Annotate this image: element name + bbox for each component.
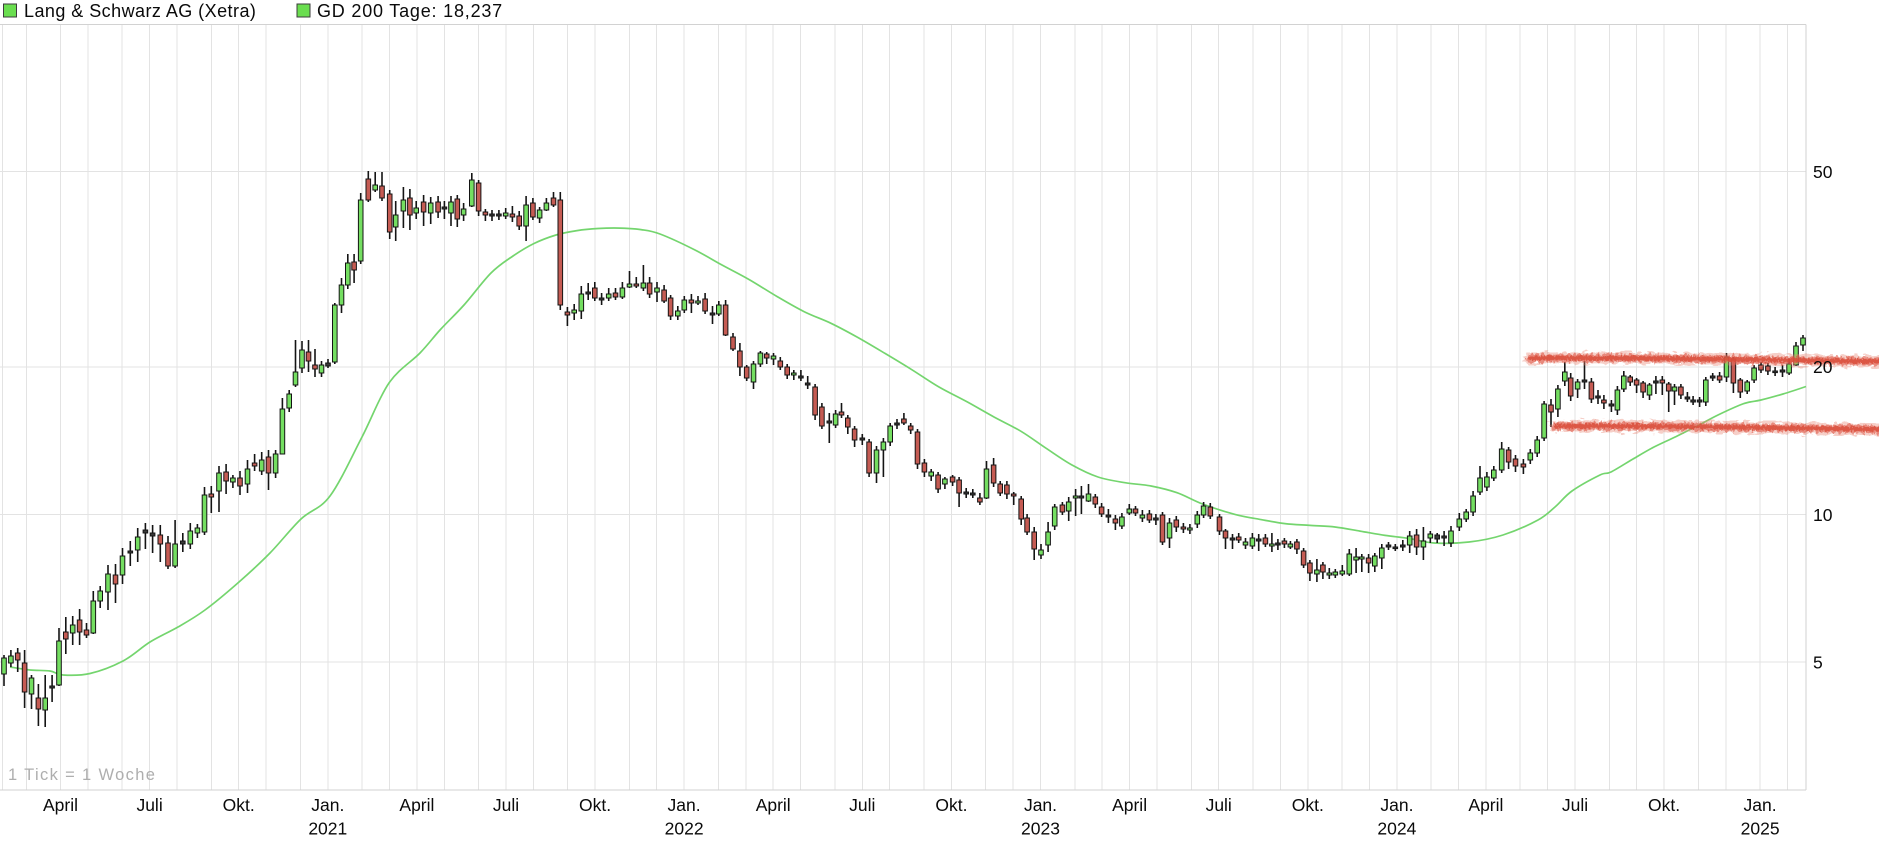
svg-text:GD 200 Tage: 18,237: GD 200 Tage: 18,237	[317, 1, 503, 21]
svg-text:2021: 2021	[308, 819, 347, 839]
svg-text:Jan.: Jan.	[1744, 795, 1777, 815]
svg-text:50: 50	[1813, 162, 1833, 182]
svg-text:Jan.: Jan.	[1380, 795, 1413, 815]
svg-text:April: April	[399, 795, 434, 815]
svg-text:April: April	[43, 795, 78, 815]
svg-text:1 Tick = 1 Woche: 1 Tick = 1 Woche	[8, 766, 156, 784]
svg-text:2023: 2023	[1021, 819, 1060, 839]
svg-text:Okt.: Okt.	[1648, 795, 1680, 815]
svg-text:2022: 2022	[665, 819, 704, 839]
svg-text:Okt.: Okt.	[223, 795, 255, 815]
svg-text:2025: 2025	[1741, 819, 1780, 839]
svg-text:5: 5	[1813, 653, 1823, 673]
svg-text:2024: 2024	[1377, 819, 1416, 839]
svg-text:20: 20	[1813, 357, 1833, 377]
svg-text:Okt.: Okt.	[1292, 795, 1324, 815]
svg-text:Juli: Juli	[1206, 795, 1232, 815]
svg-text:Okt.: Okt.	[579, 795, 611, 815]
svg-text:Juli: Juli	[493, 795, 519, 815]
svg-text:Jan.: Jan.	[1024, 795, 1057, 815]
svg-text:Juli: Juli	[1562, 795, 1588, 815]
svg-text:April: April	[1112, 795, 1147, 815]
svg-text:Lang & Schwarz AG (Xetra): Lang & Schwarz AG (Xetra)	[24, 1, 256, 21]
svg-text:April: April	[756, 795, 791, 815]
svg-text:Juli: Juli	[849, 795, 875, 815]
svg-text:10: 10	[1813, 505, 1833, 525]
svg-text:Jan.: Jan.	[311, 795, 344, 815]
svg-text:April: April	[1468, 795, 1503, 815]
svg-text:Juli: Juli	[136, 795, 162, 815]
svg-text:Okt.: Okt.	[935, 795, 967, 815]
svg-text:Jan.: Jan.	[668, 795, 701, 815]
